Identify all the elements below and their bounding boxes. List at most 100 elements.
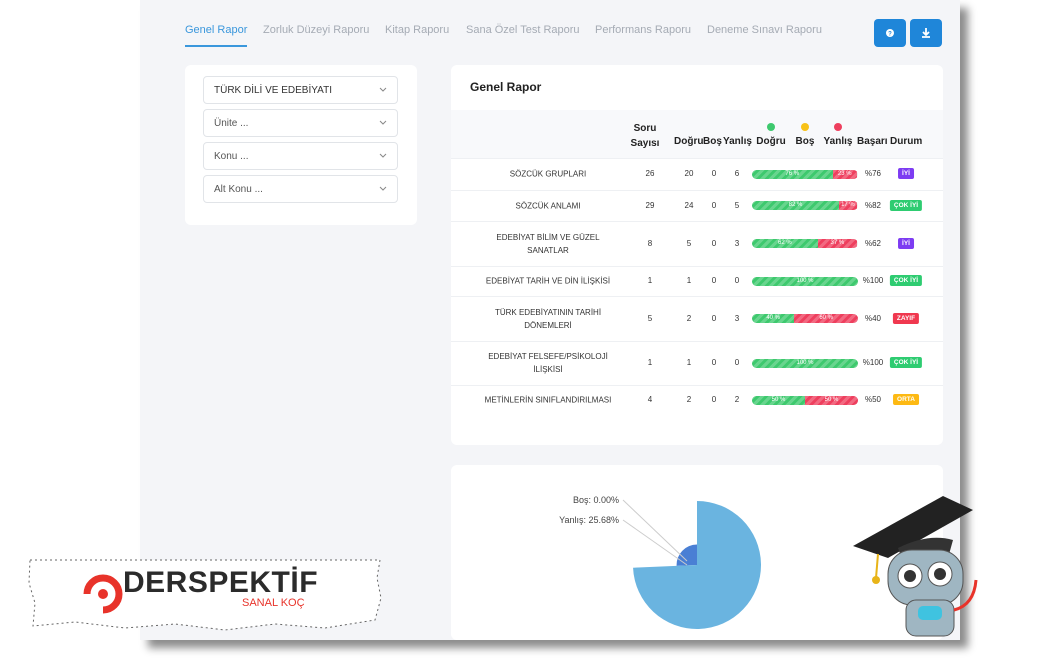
progress-bar: 76 % 23 % (752, 169, 858, 179)
row-divider (451, 385, 943, 386)
progress-bar: 40 % 60 % (752, 314, 858, 323)
tab[interactable]: Deneme Sınavı Raporu (707, 24, 822, 36)
topic: TÜRK EDEBİYATININ TARİHİ DÖNEMLERİ (494, 307, 602, 330)
slice-label: Boş: 0.00% (573, 495, 619, 505)
logo-name: DERSPEKTİF (123, 566, 319, 599)
count: 1 (647, 276, 653, 285)
filter-select[interactable]: Konu ... (203, 142, 398, 170)
count: 5 (734, 200, 740, 210)
topic: SÖZCÜK ANLAMI (515, 201, 581, 210)
topic: EDEBİYAT BİLİM VE GÜZEL SANATLAR (496, 232, 600, 255)
download-button[interactable] (910, 19, 942, 47)
progress-segment: 37 % (817, 239, 857, 248)
column-header: Başarı (857, 136, 888, 147)
count: 6 (734, 169, 740, 178)
row-divider (451, 158, 943, 159)
tab[interactable]: Sana Özel Test Raporu (466, 24, 580, 36)
success-rate: %100 (862, 358, 884, 367)
progress-bar: 62 % 37 % (752, 239, 858, 248)
tab[interactable]: Kitap Raporu (385, 24, 450, 36)
report-panel (451, 65, 943, 445)
success-rate: %76 (864, 169, 881, 178)
logo-sub: SANAL KOÇ (242, 597, 305, 609)
filter-panel (185, 65, 417, 225)
success-rate: %100 (862, 276, 884, 285)
status-badge: İYİ (898, 168, 914, 179)
progress-segment: 100 % (752, 276, 858, 286)
robot-mascot (853, 496, 978, 637)
status-badge: ORTA (893, 394, 919, 405)
report-title: Genel Rapor (470, 80, 542, 94)
progress-segment: 82 % (752, 201, 839, 210)
chevron (379, 87, 387, 92)
column-header: Yanlış (723, 136, 752, 147)
column-header: Boş (703, 136, 722, 147)
label-leader (622, 519, 688, 566)
progress-segment: 50 % (752, 395, 805, 405)
progress-bar: 82 % 17 % (752, 201, 858, 210)
count: 1 (686, 358, 692, 367)
count: 2 (686, 313, 692, 323)
status-badge: ÇOK İYİ (889, 199, 923, 211)
count: 26 (645, 169, 655, 178)
success-rate: %40 (864, 313, 881, 323)
legend-label: Yanlış (823, 136, 853, 147)
legend-label: Boş (795, 136, 815, 147)
count: 0 (711, 169, 717, 178)
filter-select[interactable]: Ünite ... (203, 109, 398, 137)
tab[interactable]: Zorluk Düzeyi Raporu (263, 24, 370, 36)
svg-text:?: ? (888, 32, 892, 38)
progress-bar: 50 % 50 % (752, 395, 858, 405)
help-icon: ? (886, 29, 894, 38)
tab[interactable]: Genel Rapor (185, 24, 248, 47)
row-divider (451, 190, 943, 191)
count: 0 (711, 238, 717, 248)
filter-select[interactable]: TÜRK DİLİ VE EDEBİYATI (203, 76, 398, 104)
row-divider (451, 341, 943, 342)
progress-segment: 17 % (838, 201, 857, 210)
column-header: Soru Sayısı (630, 123, 660, 149)
legend-dot (834, 123, 842, 131)
table-header-bg (451, 110, 943, 158)
progress-segment: 100 % (752, 358, 858, 368)
download-icon (922, 28, 930, 38)
count: 0 (711, 276, 717, 285)
status-badge: ÇOK İYİ (889, 357, 923, 368)
count: 0 (734, 276, 740, 285)
count: 4 (647, 395, 653, 404)
help-button[interactable]: ? (874, 19, 906, 47)
count: 0 (711, 395, 717, 404)
progress-segment: 76 % (752, 169, 833, 179)
progress-segment: 40 % (752, 314, 795, 323)
success-rate: %62 (864, 238, 881, 248)
count: 3 (734, 313, 740, 323)
count: 29 (645, 200, 655, 210)
count: 8 (647, 238, 653, 248)
progress-bar: 100 % (752, 358, 858, 368)
chevron (379, 186, 387, 191)
pie-slice (633, 501, 761, 629)
progress-segment: 23 % (832, 169, 857, 179)
progress-segment: 50 % (805, 395, 858, 405)
count: 3 (734, 238, 740, 248)
legend-label: Doğru (756, 136, 786, 147)
logo-bg (28, 559, 382, 631)
count: 20 (684, 169, 694, 178)
count: 24 (684, 200, 694, 210)
status-badge: ÇOK İYİ (889, 275, 923, 286)
count: 2 (686, 395, 692, 404)
filter-select[interactable]: Alt Konu ... (203, 175, 398, 203)
topic: EDEBİYAT FELSEFE/PSİKOLOJİ İLİŞKİSİ (488, 352, 608, 374)
tab[interactable]: Performans Raporu (595, 24, 691, 36)
count: 5 (686, 238, 692, 248)
topic: EDEBİYAT TARİH VE DİN İLİŞKİSİ (485, 276, 611, 286)
legend-dot (801, 123, 809, 131)
count: 2 (734, 395, 740, 404)
column-header: Doğru (674, 136, 704, 147)
count: 0 (711, 200, 717, 210)
slice-label: Yanlış: 25.68% (559, 515, 619, 525)
success-rate: %82 (864, 200, 881, 210)
label-leader (622, 499, 688, 562)
row-divider (451, 296, 943, 297)
